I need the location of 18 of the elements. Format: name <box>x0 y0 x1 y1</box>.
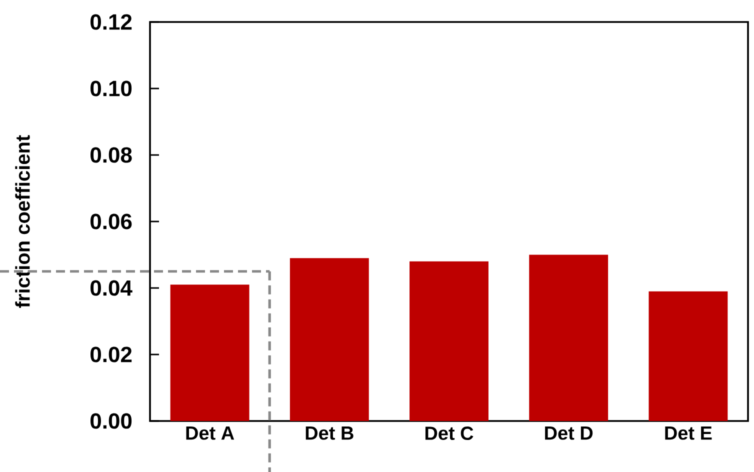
y-tick-label: 0.02 <box>90 346 132 362</box>
y-tick-label: 0.08 <box>90 147 132 163</box>
y-tick-label: 0.10 <box>90 80 132 96</box>
bar <box>170 284 250 421</box>
y-tick-label: 0.00 <box>90 413 132 429</box>
bar <box>648 291 728 421</box>
y-tick-label: 0.12 <box>90 14 132 30</box>
x-tick-label: Det A <box>186 426 234 440</box>
y-tick-label: 0.06 <box>90 214 132 230</box>
bar <box>290 258 369 421</box>
x-tick-label: Det D <box>545 426 593 440</box>
y-tick-label: 0.04 <box>90 280 132 296</box>
x-tick-label: Det B <box>306 426 354 440</box>
bar <box>529 254 608 421</box>
x-tick-label: Det C <box>425 426 474 440</box>
x-tick-label: Det E <box>665 426 712 440</box>
y-axis-title: friction coefficient <box>15 135 30 308</box>
bar <box>410 261 488 421</box>
